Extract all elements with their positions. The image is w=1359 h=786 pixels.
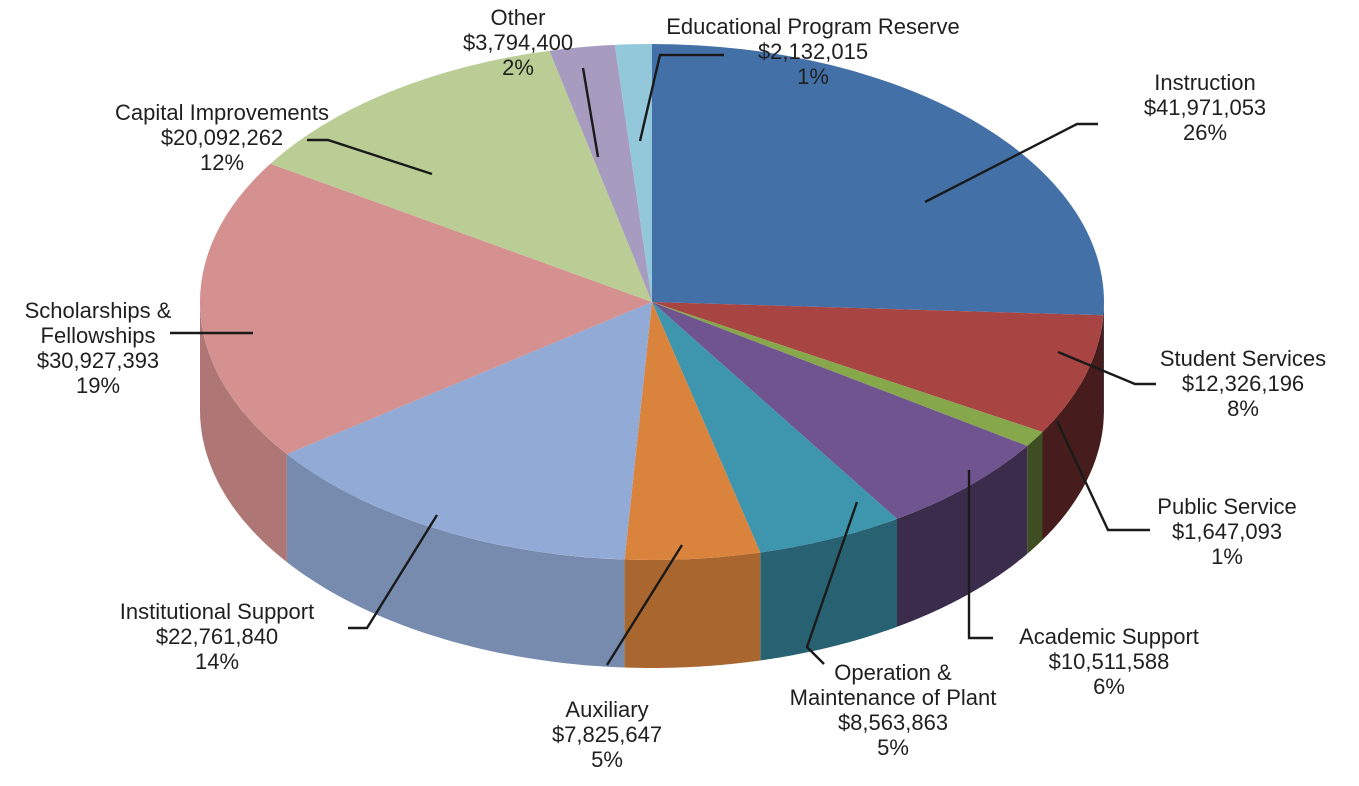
slice-label-name: Institutional Support [119,599,315,624]
leader-lines [170,53,1156,666]
slice-academic-support [652,302,1028,519]
slice-label-amount: $20,092,262 [160,125,284,150]
slice-scholarships-fellowships [199,163,652,455]
slice-label: Other $3,794,400 2% [463,5,573,80]
slice-label: Operation & Maintenance of Plant $8,563,86… [790,660,997,760]
leader-line [924,122,1098,204]
slice-label-name: Operation & [834,660,952,685]
slice-side [760,518,897,661]
slice-public-service [652,302,1043,446]
slice-label-name: Scholarships & [24,298,172,323]
leader-line [307,138,433,176]
slice-label-percent: 6% [1093,674,1125,699]
slice-label: Educational Program Reserve $2,132,015 1% [666,14,959,89]
slice-label: Institutional Support $22,761,840 14% [120,599,314,674]
leader-line [348,514,439,630]
slice-side [1103,302,1104,424]
slice-side [1027,432,1043,554]
slice-label-amount: $41,971,053 [1143,95,1267,120]
slice-label-amount: $2,132,015 [757,39,869,64]
slice-label: Student Services $12,326,196 8% [1160,346,1326,421]
slice-label: Auxiliary $7,825,647 5% [552,697,662,772]
slice-label-amount: $1,647,093 [1171,519,1283,544]
leader-line [638,53,724,142]
slice-label-amount: $30,927,393 [36,348,160,373]
slice-label-percent: 5% [877,735,909,760]
slice-auxiliary [624,302,761,560]
slice-side [624,552,761,668]
slice-label: Capital Improvements $20,092,262 12% [115,100,329,175]
slice-label-percent: 19% [75,373,121,398]
slice-institutional-support [286,302,652,560]
slice-label-percent: 14% [194,649,240,674]
leader-line [1057,350,1156,386]
slice-label-amount: $12,326,196 [1181,371,1305,396]
slice-label-name: Other [490,5,546,30]
leader-line [605,544,684,666]
leader-line [581,67,600,158]
slice-label-name: Capital Improvements [115,100,329,125]
slice-side [1042,315,1104,540]
slice-label-amount: $3,794,400 [462,30,574,55]
slice-label-amount: $10,511,588 [1048,649,1170,674]
slice-label: Scholarships & Fellowships $30,927,393 19% [25,298,172,398]
slice-label-name: Academic Support [1019,624,1199,649]
slice-label-name: Auxiliary [565,697,649,722]
slice-label: Academic Support $10,511,588 6% [1019,624,1199,699]
slice-label-name: Public Service [1157,494,1297,519]
slice-side [200,302,287,563]
leader-line [967,470,993,640]
slice-label-name: Instruction [1154,70,1256,95]
slice-label: Public Service $1,647,093 1% [1157,494,1296,569]
slice-label-percent: 26% [1182,120,1228,145]
slice-side [897,445,1028,627]
slice-label-percent: 1% [1211,544,1243,569]
slice-capital-improvements [270,50,652,303]
slice-label-amount: $22,761,840 [155,624,279,649]
slice-label-name: Educational Program Reserve [666,14,960,39]
pie-sides [200,302,1104,668]
slice-instruction [652,44,1105,316]
slice-label: Instruction $41,971,053 26% [1144,70,1266,145]
slice-label-percent: 2% [502,55,534,80]
slice-label-name: Fellowships [40,323,156,348]
slice-side [286,454,625,668]
slice-label-name: Maintenance of Plant [789,685,997,710]
slice-label-amount: $8,563,863 [837,710,949,735]
slice-student-services [652,302,1104,432]
slice-label-amount: $7,825,647 [551,722,663,747]
slice-label-percent: 12% [199,150,245,175]
leader-line [1055,420,1150,532]
leader-line [805,501,859,665]
slice-label-name: Student Services [1159,346,1327,371]
slice-label-percent: 1% [797,64,829,89]
pie-tops [199,44,1105,560]
slice-educational-program-reserve [614,44,652,302]
slice-label-percent: 5% [591,747,623,772]
slice-operation-maintenance-of-plant [652,302,897,553]
slice-other [549,44,652,303]
slice-label-percent: 8% [1227,396,1259,421]
